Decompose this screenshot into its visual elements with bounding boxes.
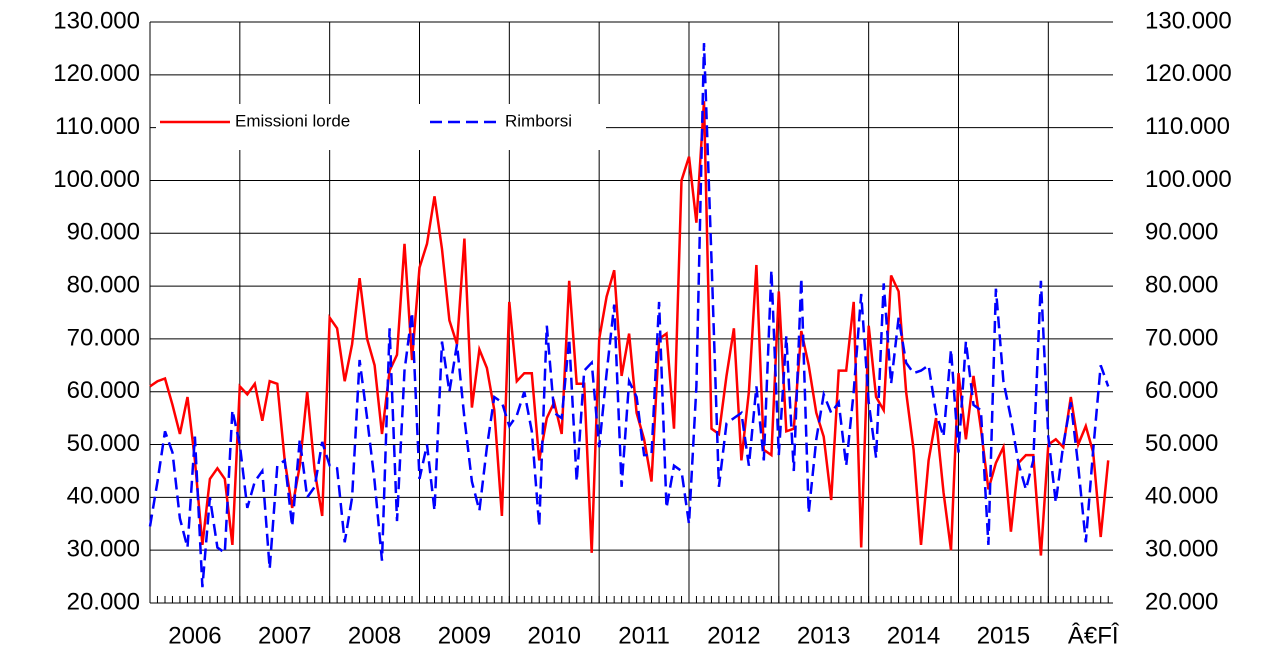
series-line xyxy=(148,43,1110,588)
series-line xyxy=(149,101,1110,556)
legend-label: Emissioni lorde xyxy=(235,111,350,130)
x-tick-label: 2012 xyxy=(707,622,760,649)
x-tick-label: 2008 xyxy=(348,622,401,649)
legend-label: Rimborsi xyxy=(505,111,572,130)
y-tick-label: 60.000 xyxy=(67,377,140,404)
x-tick-label: Â€FÎ xyxy=(1068,622,1120,649)
y2-tick-label: 80.000 xyxy=(1145,271,1218,298)
y2-tick-label: 110.000 xyxy=(1145,113,1230,140)
legend-box xyxy=(156,104,606,150)
y2-tick-label: 90.000 xyxy=(1145,219,1218,246)
x-tick-label: 2014 xyxy=(887,622,940,649)
x-tick-label: 2010 xyxy=(528,622,581,649)
x-tick-label: 2006 xyxy=(168,622,221,649)
y-tick-label: 40.000 xyxy=(67,483,140,510)
y-tick-label: 130.000 xyxy=(53,7,140,34)
y2-tick-label: 30.000 xyxy=(1145,536,1218,563)
y-tick-label: 110.000 xyxy=(55,113,140,140)
y-tick-label: 50.000 xyxy=(67,430,140,457)
y2-tick-label: 100.000 xyxy=(1145,166,1232,193)
y-tick-label: 70.000 xyxy=(67,324,140,351)
y-tick-label: 30.000 xyxy=(67,536,140,563)
x-tick-label: 2009 xyxy=(438,622,491,649)
y2-tick-label: 120.000 xyxy=(1145,60,1232,87)
y-tick-label: 20.000 xyxy=(67,588,140,615)
y-tick-label: 80.000 xyxy=(67,271,140,298)
x-tick-label: 2007 xyxy=(258,622,311,649)
y-tick-label: 120.000 xyxy=(53,60,140,87)
y2-tick-label: 130.000 xyxy=(1145,7,1232,34)
x-tick-label: 2011 xyxy=(618,622,670,649)
y-tick-label: 90.000 xyxy=(67,219,140,246)
y2-tick-label: 70.000 xyxy=(1145,324,1218,351)
x-tick-label: 2013 xyxy=(797,622,850,649)
y2-tick-label: 60.000 xyxy=(1145,377,1218,404)
y-tick-label: 100.000 xyxy=(53,166,140,193)
y2-tick-label: 20.000 xyxy=(1145,588,1218,615)
y2-tick-label: 40.000 xyxy=(1145,483,1218,510)
y2-tick-label: 50.000 xyxy=(1145,430,1218,457)
x-tick-label: 2015 xyxy=(977,622,1030,649)
